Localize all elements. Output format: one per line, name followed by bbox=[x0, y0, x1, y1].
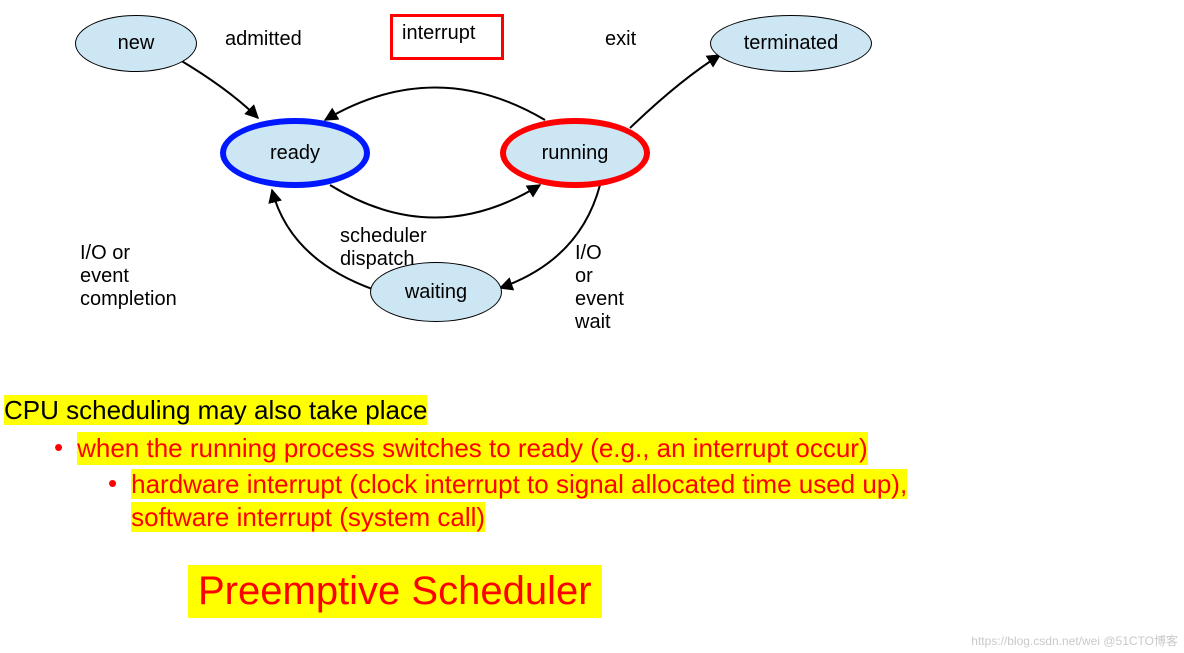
text-line-1: CPU scheduling may also take place bbox=[4, 394, 427, 427]
bullet-2: • hardware interrupt (clock interrupt to… bbox=[108, 468, 1184, 533]
edge-label-io-wait: I/O or event wait bbox=[575, 242, 624, 334]
bullet-2-line-a: hardware interrupt (clock interrupt to s… bbox=[131, 469, 907, 499]
watermark-text: https://blog.csdn.net/wei @51CTO博客 bbox=[971, 632, 1178, 649]
bullet-1-text: when the running process switches to rea… bbox=[77, 432, 868, 465]
node-waiting-label: waiting bbox=[405, 281, 467, 304]
edge-label-io-completion: I/O or event completion bbox=[80, 242, 177, 311]
node-running: running bbox=[500, 118, 650, 188]
edge-label-admitted: admitted bbox=[225, 28, 302, 51]
bullet-dot-icon: • bbox=[54, 432, 63, 463]
edge-label-interrupt: interrupt bbox=[402, 22, 475, 45]
node-ready-label: ready bbox=[270, 142, 320, 165]
node-ready: ready bbox=[220, 118, 370, 188]
node-waiting: waiting bbox=[370, 262, 502, 322]
bullet-2-line-b: software interrupt (system call) bbox=[131, 502, 485, 532]
edge-label-exit: exit bbox=[605, 28, 636, 51]
node-terminated-label: terminated bbox=[744, 32, 839, 55]
node-terminated: terminated bbox=[710, 15, 872, 72]
scheduler-title: Preemptive Scheduler bbox=[188, 565, 602, 618]
text-line-1-span: CPU scheduling may also take place bbox=[4, 395, 427, 425]
node-new: new bbox=[75, 15, 197, 72]
bullet-1: • when the running process switches to r… bbox=[54, 432, 1184, 465]
node-new-label: new bbox=[118, 32, 155, 55]
bullet-dot-icon: • bbox=[108, 468, 117, 499]
edge-label-dispatch: scheduler dispatch bbox=[340, 225, 427, 271]
node-running-label: running bbox=[542, 142, 609, 165]
